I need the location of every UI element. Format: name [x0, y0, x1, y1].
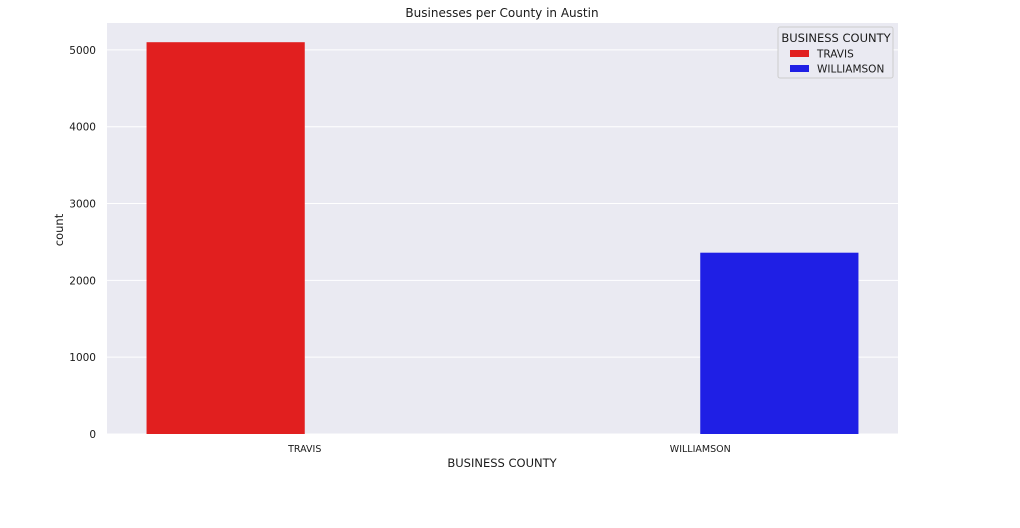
y-axis: 0 1000 2000 3000 4000 5000: [69, 45, 96, 441]
legend-label: TRAVIS: [816, 49, 854, 61]
x-axis-label: BUSINESS COUNTY: [447, 456, 557, 470]
y-tick-label: 1000: [69, 352, 96, 364]
bars: [146, 42, 859, 435]
x-tick-label: WILLIAMSON: [670, 444, 731, 455]
y-axis-label: count: [52, 213, 66, 246]
bar-williamson: [700, 252, 859, 434]
x-axis: TRAVIS WILLIAMSON: [287, 444, 731, 455]
y-tick-label: 2000: [69, 275, 96, 287]
legend-swatch: [790, 65, 809, 72]
y-tick-label: 5000: [69, 45, 96, 57]
legend-title: BUSINESS COUNTY: [781, 31, 891, 45]
legend-label: WILLIAMSON: [817, 64, 884, 76]
legend-swatch: [790, 50, 809, 57]
x-tick-label: TRAVIS: [287, 444, 321, 455]
chart-title: Businesses per County in Austin: [405, 6, 598, 20]
legend: BUSINESS COUNTY TRAVIS WILLIAMSON: [777, 26, 894, 79]
y-tick-label: 0: [89, 429, 96, 441]
y-tick-label: 4000: [69, 122, 96, 134]
bar-travis: [146, 42, 305, 435]
y-tick-label: 3000: [69, 199, 96, 211]
